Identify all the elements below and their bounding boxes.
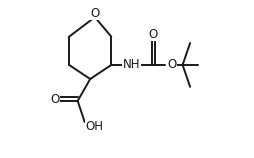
Text: OH: OH: [86, 120, 103, 133]
Text: NH: NH: [123, 58, 140, 71]
Text: O: O: [50, 93, 60, 106]
Text: O: O: [167, 58, 177, 71]
Text: O: O: [90, 7, 100, 20]
Text: O: O: [149, 28, 158, 41]
